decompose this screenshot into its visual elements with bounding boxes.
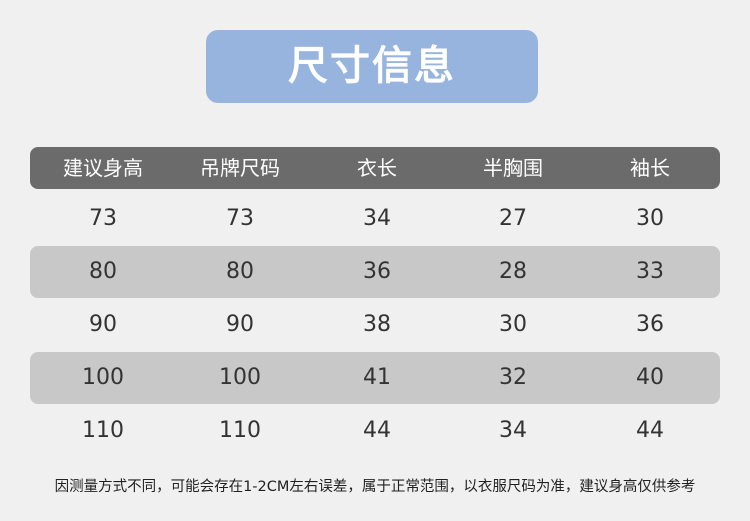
cell: 73 — [89, 206, 117, 231]
cell: 100 — [82, 365, 124, 390]
cell: 110 — [219, 418, 261, 443]
cell: 44 — [363, 418, 391, 443]
cell: 41 — [363, 365, 391, 390]
cell: 34 — [499, 418, 527, 443]
cell: 90 — [89, 312, 117, 337]
column-header: 衣长 — [357, 156, 397, 180]
cell: 100 — [219, 365, 261, 390]
cell: 27 — [499, 206, 527, 231]
cell: 30 — [636, 206, 664, 231]
cell: 36 — [636, 312, 664, 337]
cell: 28 — [499, 259, 527, 284]
row-band — [30, 352, 720, 404]
cell: 34 — [363, 206, 391, 231]
cell: 80 — [89, 259, 117, 284]
cell: 73 — [226, 206, 254, 231]
column-header: 吊牌尺码 — [200, 156, 280, 180]
cell: 40 — [636, 365, 664, 390]
cell: 32 — [499, 365, 527, 390]
cell: 33 — [636, 259, 664, 284]
cell: 38 — [363, 312, 391, 337]
cell: 36 — [363, 259, 391, 284]
title: 尺寸信息 — [206, 30, 538, 103]
cell: 80 — [226, 259, 254, 284]
cell: 30 — [499, 312, 527, 337]
column-header: 建议身高 — [63, 156, 143, 180]
footnote: 因测量方式不同，可能会存在1-2CM左右误差，属于正常范围，以衣服尺码为准，建议… — [54, 479, 696, 495]
cell: 90 — [226, 312, 254, 337]
cell: 44 — [636, 418, 664, 443]
table-header — [30, 147, 720, 189]
cell: 110 — [82, 418, 124, 443]
column-header: 半胸围 — [483, 156, 543, 180]
row-band — [30, 246, 720, 298]
column-header: 袖长 — [630, 156, 670, 180]
